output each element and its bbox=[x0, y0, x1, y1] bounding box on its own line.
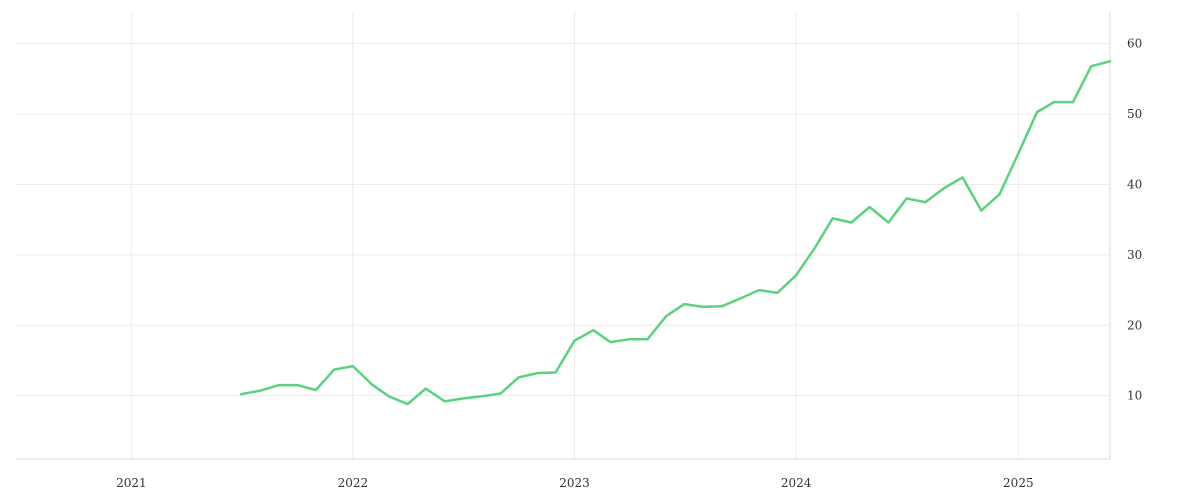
y-tick-label: 30 bbox=[1127, 248, 1142, 262]
tick-labels: 10 20 30 40 50 60 2021 2022 2023 2024 2025 bbox=[116, 37, 1142, 490]
y-tick-label: 20 bbox=[1127, 318, 1142, 332]
axes bbox=[16, 12, 1111, 460]
y-tick-label: 40 bbox=[1127, 177, 1142, 191]
x-tick-label: 2022 bbox=[338, 476, 369, 490]
x-tick-label: 2023 bbox=[559, 476, 590, 490]
grid bbox=[16, 12, 1110, 459]
x-tick-label: 2024 bbox=[781, 476, 812, 490]
series bbox=[239, 60, 1112, 406]
y-tick-label: 10 bbox=[1127, 389, 1142, 403]
x-tick-label: 2021 bbox=[116, 476, 147, 490]
y-tick-label: 50 bbox=[1127, 107, 1142, 121]
x-tick-label: 2025 bbox=[1003, 476, 1034, 490]
y-tick-label: 60 bbox=[1127, 37, 1142, 51]
series-line bbox=[239, 60, 1112, 406]
